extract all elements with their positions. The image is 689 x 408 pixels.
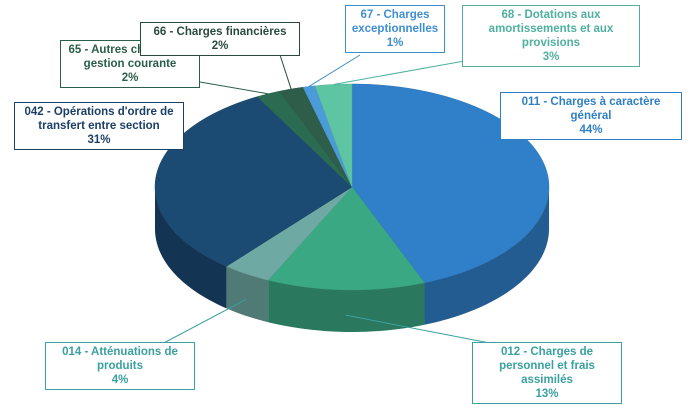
category-label: 011 - Charges à caractère général [521,96,661,122]
pie-sides [155,187,549,332]
category-label: 66 - Charges financières [153,26,287,38]
pie-tops [154,83,550,291]
pie-side [155,187,227,309]
value-label: 31% [87,134,111,146]
leader-line [199,81,269,95]
leader-line [279,54,292,90]
value-label: 4% [111,374,129,386]
leader-line [155,176,161,181]
pie-slice [267,186,425,291]
pie-side [424,187,549,325]
value-label: 2% [211,40,229,52]
data-label: 042 - Opérations d'ordre de transfert en… [14,102,184,150]
pie-slice [225,186,353,281]
category-label: 012 - Charges de personnel et frais assi… [499,346,595,386]
leader-line [308,54,361,87]
pie-slice [351,83,550,284]
value-label: 13% [535,388,559,400]
pie-slice [154,96,353,267]
pie-side [226,266,269,323]
leader-line [539,164,546,169]
data-label: 67 - Charges exceptionnelles 1% [345,5,445,53]
leader-line [333,59,471,85]
data-label: 66 - Charges financières 2% [140,22,300,56]
category-label: 014 - Atténuations de produits [62,346,178,372]
leader-line [345,314,501,346]
pie-side [268,280,425,332]
data-label: 68 - Dotations aux amortissements et aux… [462,5,640,67]
value-label: 44% [579,124,603,136]
category-label: 042 - Opérations d'ordre de transfert en… [24,106,174,132]
value-label: 1% [386,37,404,49]
category-label: 67 - Charges exceptionnelles [351,9,439,35]
value-label: 2% [121,72,139,84]
leader-line [159,298,247,346]
data-label: 014 - Atténuations de produits 4% [45,342,195,390]
data-label: 011 - Charges à caractère général 44% [500,92,682,140]
category-label: 68 - Dotations aux amortissements et aux… [488,9,614,49]
data-label: 012 - Charges de personnel et frais assi… [472,342,622,404]
value-label: 3% [542,51,560,63]
